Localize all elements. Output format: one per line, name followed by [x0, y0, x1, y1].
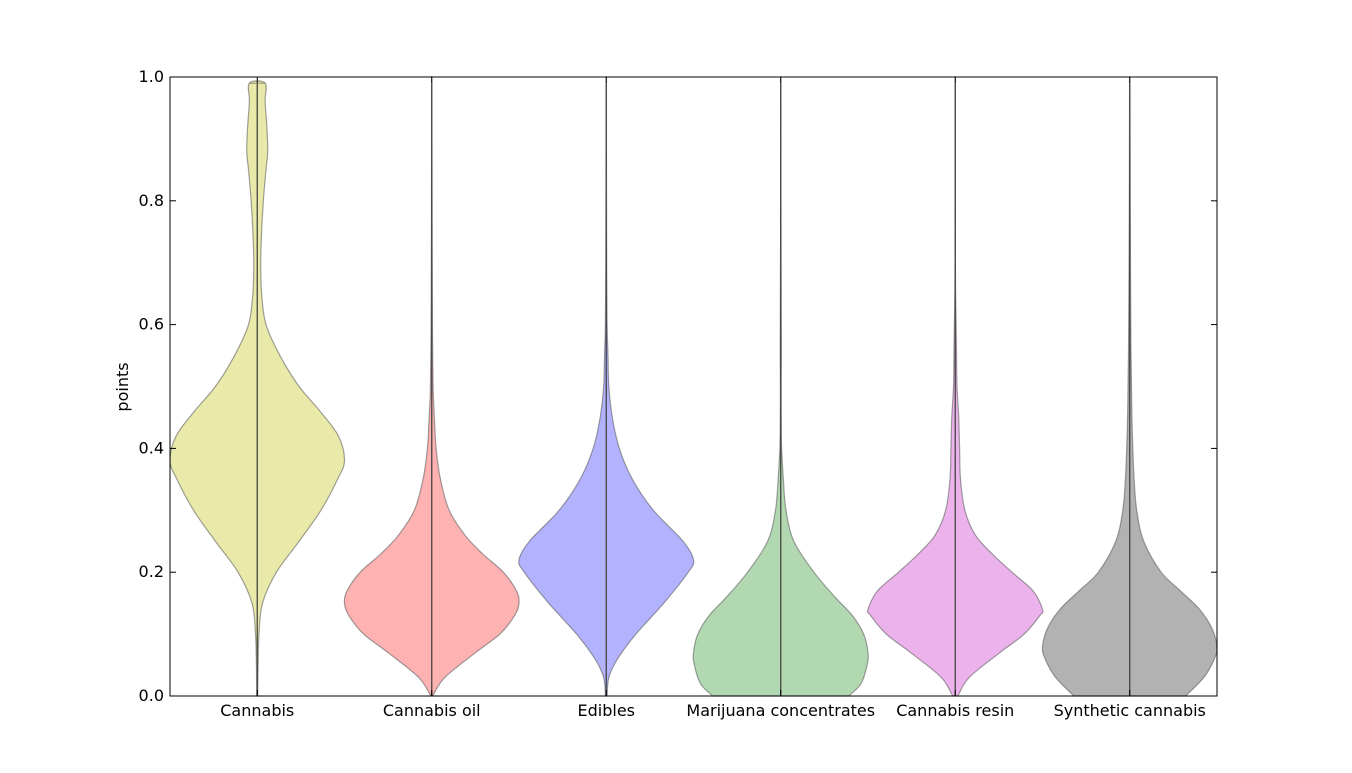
y-tick-label: 0.0	[139, 686, 164, 705]
x-tick-label: Edibles	[578, 701, 636, 720]
x-tick-label: Marijuana concentrates	[686, 701, 875, 720]
y-tick-label: 0.8	[139, 191, 164, 210]
plot-frame	[169, 76, 1218, 697]
x-axis: Cannabis Cannabis oil Edibles Marijuana con…	[220, 77, 1206, 720]
x-tick-label: Cannabis	[220, 701, 294, 720]
y-tick-label: 0.6	[139, 315, 164, 334]
violin-group	[169, 75, 1218, 697]
y-axis: 0.0 0.2 0.4 0.6 0.8 1.0	[139, 67, 1217, 705]
x-tick-label: Cannabis resin	[896, 701, 1014, 720]
x-tick-label: Cannabis oil	[383, 701, 481, 720]
x-tick-label: Synthetic cannabis	[1054, 701, 1206, 720]
y-tick-label: 0.4	[139, 438, 164, 457]
y-tick-label: 1.0	[139, 67, 164, 86]
y-axis-label: points	[113, 362, 132, 411]
y-tick-label: 0.2	[139, 562, 164, 581]
